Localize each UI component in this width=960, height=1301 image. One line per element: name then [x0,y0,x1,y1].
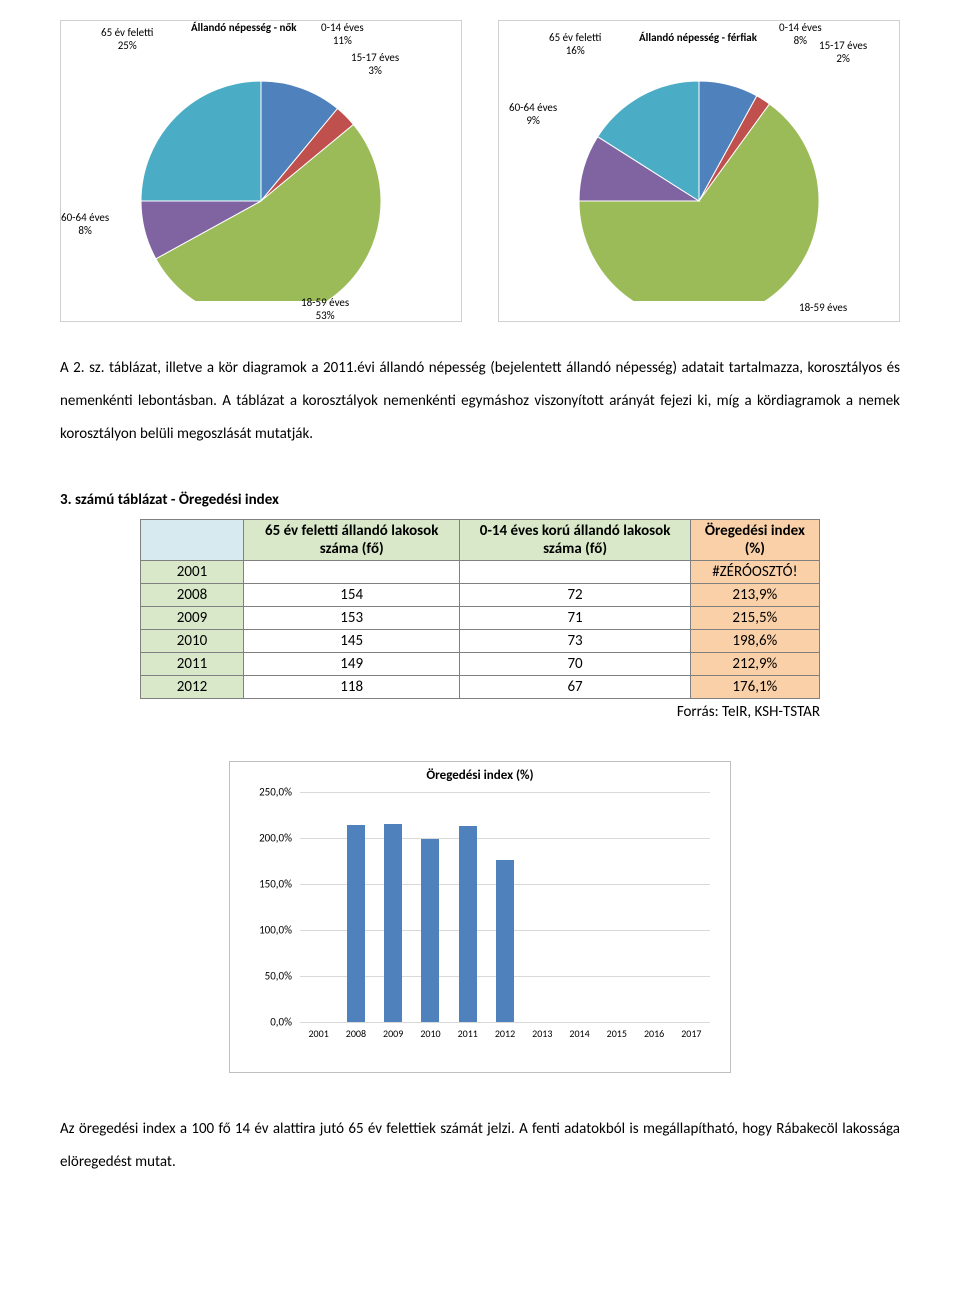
table-header-index: Öregedési index (%) [690,520,819,561]
x-axis-label: 2008 [346,1027,366,1040]
table-row: 201014573198,6% [141,630,820,653]
table-cell [460,561,690,584]
x-axis-label: 2009 [383,1027,403,1040]
x-axis-label: 2013 [532,1027,552,1040]
pie-label: 65 év feletti25% [101,26,153,52]
pie-charts-row: 65 év feletti25% Állandó népesség - nők 0-… [60,20,900,322]
pie-slice [141,81,261,201]
y-axis-label: 150,0% [259,878,292,891]
aging-index-table: 65 év feletti állandó lakosok száma (fő)… [140,519,820,699]
footer-paragraph: Az öregedési index a 100 fő 14 év alatti… [60,1113,900,1179]
table-cell: 2010 [141,630,244,653]
pie-label: 0-14 éves8% [779,21,822,47]
gridline [300,1022,710,1023]
table-cell: 2011 [141,653,244,676]
pie-chart-men: 65 év feletti16% Állandó népesség - férfi… [498,20,900,322]
table-cell: 145 [244,630,460,653]
table-cell: 149 [244,653,460,676]
table-cell: 71 [460,607,690,630]
table-cell: 67 [460,676,690,699]
y-axis-label: 100,0% [259,924,292,937]
table-row: 201211867176,1% [141,676,820,699]
x-axis-label: 2014 [569,1027,589,1040]
bar [459,826,477,1022]
pie-chart-women: 65 év feletti25% Állandó népesség - nők 0-… [60,20,462,322]
x-axis-label: 2010 [420,1027,440,1040]
table-row: 200915371215,5% [141,607,820,630]
table-cell: #ZÉRÓOSZTÓ! [690,561,819,584]
y-axis-label: 0,0% [270,1016,292,1029]
table-cell: 72 [460,584,690,607]
pie-label: 15-17 éves3% [351,51,399,77]
x-axis-label: 2015 [607,1027,627,1040]
table-cell: 154 [244,584,460,607]
table-title: 3. számú táblázat - Öregedési index [60,491,900,509]
table-cell: 176,1% [690,676,819,699]
pie-label: 18-59 éves53% [301,296,349,322]
bar [384,824,402,1022]
table-cell: 198,6% [690,630,819,653]
y-axis-label: 50,0% [265,970,292,983]
table-cell [244,561,460,584]
pie-label: 60-64 éves8% [61,211,109,237]
x-axis-label: 2001 [308,1027,328,1040]
pie-label: 60-64 éves9% [509,101,557,127]
table-cell: 118 [244,676,460,699]
table-header-0-14: 0-14 éves korú állandó lakosok száma (fő… [460,520,690,561]
bar [421,839,439,1022]
table-cell: 2009 [141,607,244,630]
x-axis-label: 2011 [458,1027,478,1040]
table-row: 200815472213,9% [141,584,820,607]
bar-chart-title: Öregedési index (%) [230,768,730,783]
gridline [300,792,710,793]
table-cell: 213,9% [690,584,819,607]
table-cell: 2001 [141,561,244,584]
bar [496,860,514,1022]
table-row: 2001 #ZÉRÓOSZTÓ! [141,561,820,584]
x-axis-label: 2016 [644,1027,664,1040]
table-header-over65: 65 év feletti állandó lakosok száma (fő) [244,520,460,561]
table-cell: 73 [460,630,690,653]
y-axis-label: 200,0% [259,832,292,845]
pie-label: 15-17 éves2% [819,39,867,65]
table-header-year [141,520,244,561]
table-cell: 70 [460,653,690,676]
table-source: Forrás: TeIR, KSH-TSTAR [140,703,820,721]
pie-label: Állandó népesség - férfiak [639,31,757,44]
y-axis-label: 250,0% [259,786,292,799]
pie-label: Állandó népesség - nők [191,21,297,34]
x-axis-label: 2012 [495,1027,515,1040]
table-cell: 153 [244,607,460,630]
table-cell: 215,5% [690,607,819,630]
table-cell: 212,9% [690,653,819,676]
x-axis-label: 2017 [681,1027,701,1040]
table-row: 201114970212,9% [141,653,820,676]
bar [347,825,365,1022]
aging-index-bar-chart: Öregedési index (%) 0,0% 50,0% 100,0% 150,0… [229,761,731,1073]
description-paragraph: A 2. sz. táblázat, illetve a kör diagram… [60,352,900,451]
table-cell: 2012 [141,676,244,699]
pie-label: 18-59 éves [799,301,847,314]
table-cell: 2008 [141,584,244,607]
pie-label: 65 év feletti16% [549,31,601,57]
pie-label: 0-14 éves11% [321,21,364,47]
